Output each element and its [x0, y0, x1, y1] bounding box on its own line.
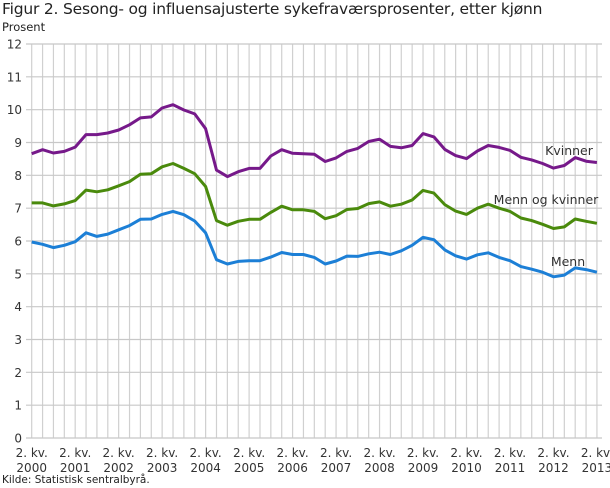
series-line-menn-og-kvinner: [31, 162, 598, 230]
y-tick-label: 7: [14, 202, 22, 216]
x-tick-label: 2. kv.: [146, 446, 178, 460]
series-line-menn: [31, 209, 598, 279]
x-tick-label: 2. kv.: [320, 446, 352, 460]
y-tick-label: 1: [14, 399, 22, 413]
x-tick-label-year: 2013: [582, 461, 610, 475]
x-tick-label: 2. kv.: [190, 446, 222, 460]
series-label: Menn og kvinner: [494, 192, 599, 207]
y-tick-label: 6: [14, 235, 22, 249]
y-tick-label: 10: [7, 103, 22, 117]
x-tick-label-year: 2002: [103, 461, 134, 475]
x-tick-label: 2. kv.: [581, 446, 610, 460]
x-tick-label: 2. kv.: [103, 446, 135, 460]
x-tick-label-year: 2008: [364, 461, 395, 475]
x-tick-label: 2. kv.: [363, 446, 395, 460]
series-label: Kvinner: [545, 143, 594, 158]
x-tick-label-year: 2004: [190, 461, 221, 475]
y-tick-label: 11: [7, 70, 22, 84]
y-tick-label: 9: [14, 136, 22, 150]
x-tick-label-year: 2009: [408, 461, 439, 475]
x-tick-label-year: 2000: [16, 461, 47, 475]
y-tick-label: 2: [14, 366, 22, 380]
x-tick-label-year: 2006: [277, 461, 308, 475]
x-tick-label-year: 2005: [234, 461, 265, 475]
y-tick-label: 12: [7, 38, 22, 52]
source-note: Kilde: Statistisk sentralbyrå.: [2, 474, 150, 486]
chart-title: Figur 2. Sesong- og influensajusterte sy…: [2, 0, 543, 18]
x-tick-label: 2. kv.: [407, 446, 439, 460]
x-tick-label: 2. kv.: [537, 446, 569, 460]
y-tick-label: 3: [14, 333, 22, 347]
y-tick-label: 0: [14, 432, 22, 446]
x-tick-label: 2. kv.: [233, 446, 265, 460]
x-tick-label: 2. kv.: [276, 446, 308, 460]
x-tick-label-year: 2003: [147, 461, 178, 475]
x-tick-label: 2. kv.: [494, 446, 526, 460]
x-tick-label-year: 2007: [321, 461, 352, 475]
x-tick-label-year: 2012: [538, 461, 569, 475]
x-tick-label-year: 2011: [495, 461, 526, 475]
x-tick-label: 2. kv.: [450, 446, 482, 460]
series-line-kvinner: [31, 103, 598, 179]
x-tick-label: 2. kv.: [59, 446, 91, 460]
y-tick-label: 4: [14, 300, 22, 314]
series-label: Menn: [551, 254, 585, 269]
y-axis-label: Prosent: [2, 20, 46, 34]
y-tick-label: 8: [14, 169, 22, 183]
x-tick-label-year: 2010: [451, 461, 482, 475]
y-tick-label: 5: [14, 267, 22, 281]
x-tick-label: 2. kv.: [16, 446, 48, 460]
x-tick-label-year: 2001: [60, 461, 91, 475]
